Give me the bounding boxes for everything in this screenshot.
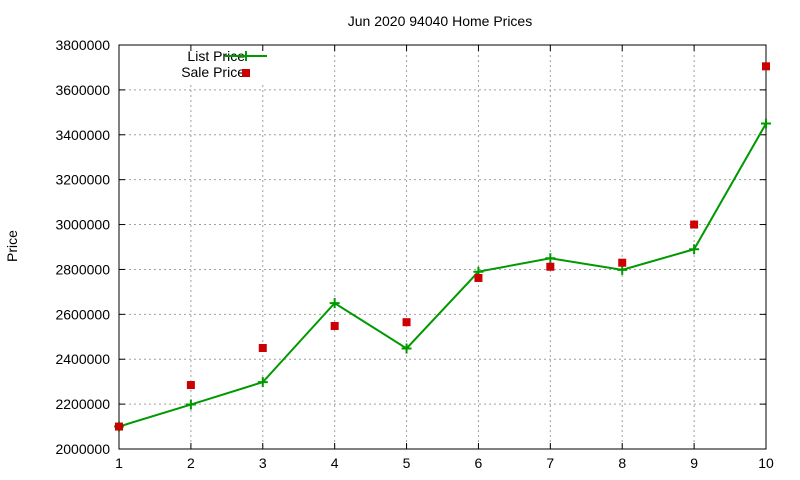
y-tick-label: 3800000 [55,37,110,53]
x-tick-label: 7 [546,455,554,471]
x-tick-label: 6 [475,455,483,471]
x-tick-label: 5 [403,455,411,471]
data-point [330,322,339,331]
data-point [186,381,195,390]
data-point [115,422,123,431]
data-point [690,220,699,229]
y-tick-label: 2200000 [55,396,110,412]
data-point [762,62,770,71]
y-axis-label: Price [4,230,20,262]
y-tick-label: 2800000 [55,261,110,277]
series-line [118,123,767,428]
data-point [402,318,411,327]
y-tick-label: 3600000 [55,82,110,98]
y-tick-label: 3000000 [55,217,110,233]
axis-ticks: 2000000 2200000 2400000 2600000 2800000 30000… [55,37,774,471]
data-point [546,262,555,271]
data-point [545,253,556,264]
legend-label: List Price [187,48,245,64]
data-point [761,118,771,129]
x-tick-label: 1 [115,455,123,471]
chart-title: Jun 2020 94040 Home Prices [348,13,532,29]
data-point [257,377,268,388]
data-point [401,343,412,354]
x-tick-label: 2 [187,455,195,471]
legend-marker [241,51,251,61]
data-point [689,244,700,255]
data-point [618,258,627,267]
data-point [258,344,267,352]
y-tick-label: 2000000 [55,441,110,457]
y-tick-label: 2600000 [55,306,110,322]
grid-lines [119,45,766,449]
series-list-price [114,118,771,432]
legend-marker [242,69,250,77]
y-tick-label: 3400000 [55,127,110,143]
plot-frame [118,44,767,450]
x-tick-label: 3 [259,455,267,471]
x-tick-label: 8 [618,455,626,471]
data-point [329,298,340,309]
series-sale-price [115,62,770,431]
data-series [114,62,771,432]
legend-label: Sale Price [181,64,245,80]
x-tick-label: 10 [758,455,774,471]
y-tick-label: 3200000 [55,172,110,188]
data-point [185,399,196,410]
x-tick-label: 4 [331,455,339,471]
x-tick-label: 9 [690,455,698,471]
y-tick-label: 2400000 [55,351,110,367]
data-point [474,273,483,282]
